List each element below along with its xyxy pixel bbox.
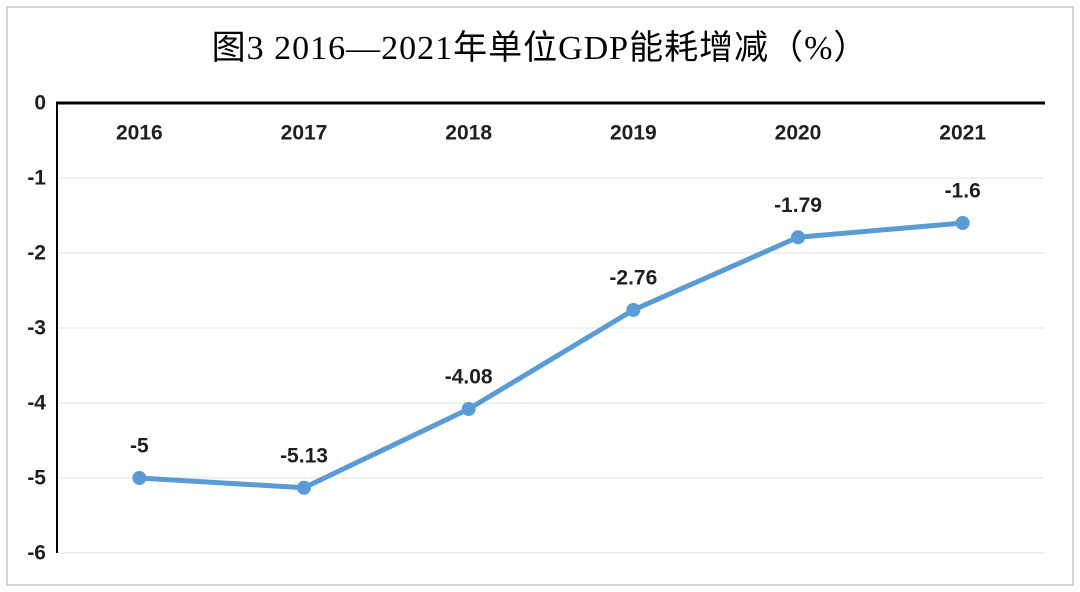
data-point-marker: [626, 303, 641, 317]
data-point-label: -5: [130, 435, 149, 458]
data-point-label: -2.76: [609, 267, 657, 290]
data-point-marker: [132, 471, 147, 485]
y-axis-tick-label: -6: [27, 542, 46, 565]
data-point-marker: [791, 230, 805, 245]
y-axis-tick-label: -1: [27, 167, 46, 190]
x-axis-category-label: 2017: [281, 122, 328, 145]
data-line: [136, 220, 966, 491]
chart-title: 图3 2016—2021年单位GDP能耗增减（%）: [211, 30, 869, 67]
x-axis-category-label: 2018: [445, 122, 492, 145]
data-point-marker: [461, 402, 476, 416]
y-axis-tick-label: -5: [27, 467, 46, 490]
x-axis-category-label: 2021: [939, 122, 986, 145]
data-point-label: -4.08: [445, 366, 493, 389]
figure-border: [6, 6, 1074, 586]
data-point-marker: [297, 480, 311, 495]
y-axis-tick-label: -3: [27, 317, 46, 340]
y-axis-tick-label: -4: [27, 392, 46, 415]
x-axis-category-label: 2020: [775, 122, 822, 145]
data-point-label: -5.13: [280, 444, 328, 467]
data-point-marker: [955, 216, 970, 230]
y-axis-tick-label: -2: [27, 242, 46, 265]
data-point-label: -1.79: [774, 194, 822, 217]
y-axis-tick-label: 0: [34, 92, 46, 115]
data-point-label: -1.6: [945, 180, 981, 203]
x-axis-category-label: 2016: [116, 122, 163, 145]
x-axis-category-label: 2019: [610, 122, 657, 145]
